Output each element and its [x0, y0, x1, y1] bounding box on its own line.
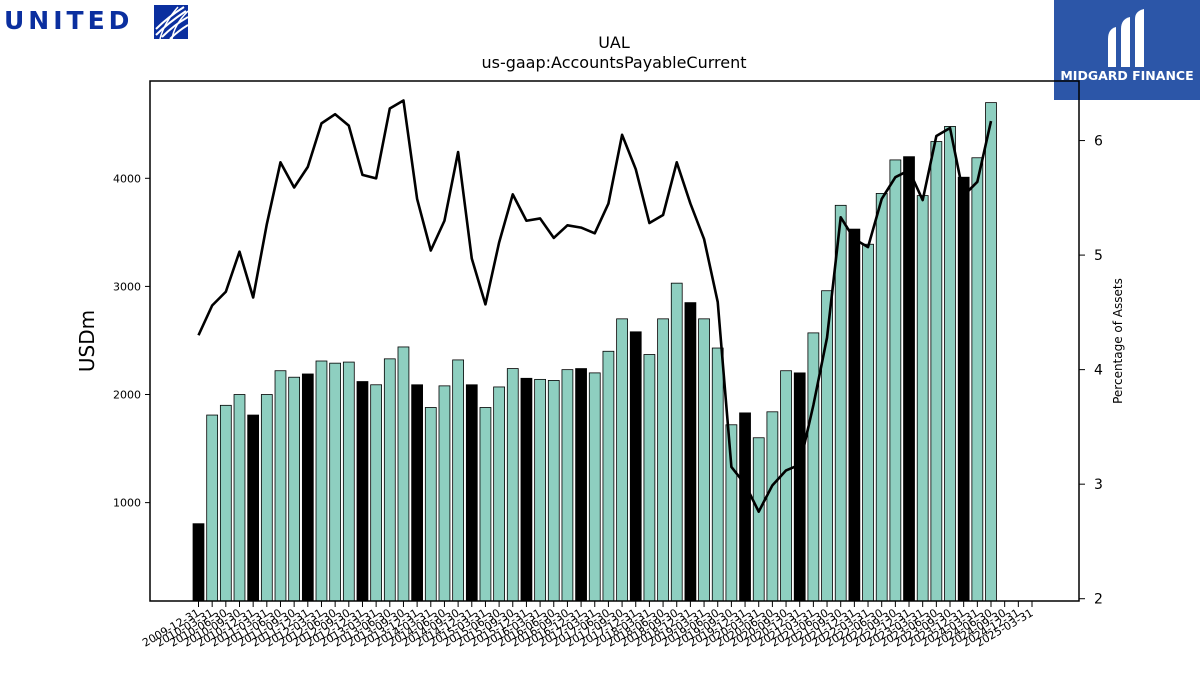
y2-tick-label: 4 — [1094, 363, 1103, 379]
bar — [479, 407, 492, 602]
bar — [862, 243, 874, 602]
bar — [506, 368, 519, 602]
left-axis: 1000 2000 3000 4000 — [113, 172, 150, 510]
bar — [752, 437, 765, 602]
bar — [329, 362, 342, 602]
bar — [834, 204, 847, 602]
y2-tick-label: 6 — [1094, 134, 1103, 150]
y2-axis-label: Percentage of Assets — [1111, 278, 1125, 404]
bar — [766, 411, 779, 602]
bar — [985, 102, 997, 602]
line-series — [197, 99, 993, 513]
bar — [274, 370, 287, 602]
bar — [725, 424, 738, 602]
bar — [588, 372, 601, 602]
bar — [288, 376, 301, 602]
bar — [438, 385, 451, 602]
bar — [903, 156, 915, 602]
bar — [889, 159, 902, 602]
bar — [260, 394, 273, 602]
bar — [206, 414, 219, 602]
bar — [629, 331, 642, 602]
bar — [657, 318, 669, 602]
y2-tick-label: 2 — [1094, 592, 1103, 608]
y-tick-label: 2000 — [113, 389, 141, 402]
bar — [848, 228, 861, 602]
bar — [875, 193, 888, 602]
bar — [561, 369, 574, 602]
bar — [315, 360, 328, 602]
midgard-logo-icon — [1108, 9, 1144, 67]
bar — [670, 282, 683, 602]
united-logo: UNITED — [0, 0, 200, 44]
bar — [219, 404, 232, 602]
y-axis-label: USDm — [75, 310, 99, 372]
bar — [397, 346, 410, 602]
bar — [575, 368, 587, 602]
chart-subtitle: us-gaap:AccountsPayableCurrent — [481, 53, 746, 72]
bar — [247, 414, 260, 602]
bar — [342, 361, 355, 602]
bar — [547, 380, 560, 602]
bar — [807, 332, 820, 602]
bar — [301, 373, 314, 602]
bar — [452, 359, 464, 602]
y2-tick-label: 3 — [1094, 477, 1103, 493]
bar — [916, 195, 929, 602]
bar — [739, 412, 751, 602]
bar — [233, 394, 246, 602]
bar — [698, 318, 710, 602]
bar — [780, 370, 792, 602]
bar — [643, 354, 656, 602]
bar — [411, 384, 423, 602]
bar — [424, 407, 437, 602]
bar — [534, 378, 546, 602]
bar — [602, 350, 615, 602]
bar — [465, 384, 478, 602]
x-axis: 2009-12-312010-03-312010-06-302010-09-30… — [140, 601, 1036, 650]
percentage-line — [197, 99, 993, 513]
y-tick-label: 3000 — [113, 280, 141, 293]
y-tick-label: 4000 — [113, 172, 141, 185]
bar — [520, 377, 533, 602]
bar — [493, 386, 505, 602]
bar — [616, 318, 628, 602]
bar — [356, 381, 369, 602]
midgard-finance-name: MIDGARD FINANCE — [1060, 68, 1194, 83]
bar-series — [192, 102, 997, 602]
bar — [192, 523, 205, 602]
y2-tick-label: 5 — [1094, 248, 1103, 264]
right-axis: 2 3 4 5 6 — [1079, 134, 1103, 608]
bar — [711, 347, 724, 602]
bar — [957, 176, 970, 602]
bar — [971, 157, 984, 602]
chart-title: UAL — [598, 33, 630, 52]
globe-icon — [154, 5, 188, 39]
bar — [793, 372, 806, 602]
bar — [930, 141, 943, 602]
bar — [944, 126, 956, 602]
plot-frame — [149, 80, 1080, 602]
bar — [370, 384, 383, 602]
bar — [383, 358, 396, 602]
y-tick-label: 1000 — [113, 497, 141, 510]
united-wordmark: UNITED — [4, 6, 134, 35]
bar — [684, 302, 697, 602]
